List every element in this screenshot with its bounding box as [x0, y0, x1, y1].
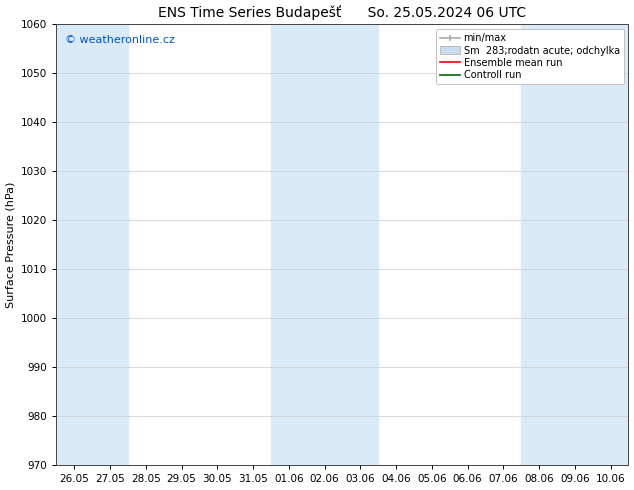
Bar [307, 24, 342, 465]
Bar [593, 24, 628, 465]
Title: ENS Time Series Budapešť      So. 25.05.2024 06 UTC: ENS Time Series Budapešť So. 25.05.2024 … [158, 5, 526, 21]
Bar [56, 24, 92, 465]
Bar [521, 24, 557, 465]
Legend: min/max, Sm  283;rodatn acute; odchylka, Ensemble mean run, Controll run: min/max, Sm 283;rodatn acute; odchylka, … [436, 29, 624, 84]
Y-axis label: Surface Pressure (hPa): Surface Pressure (hPa) [6, 182, 16, 308]
Bar [271, 24, 307, 465]
Bar [342, 24, 378, 465]
Text: © weatheronline.cz: © weatheronline.cz [65, 35, 175, 46]
Bar [92, 24, 128, 465]
Bar [557, 24, 593, 465]
